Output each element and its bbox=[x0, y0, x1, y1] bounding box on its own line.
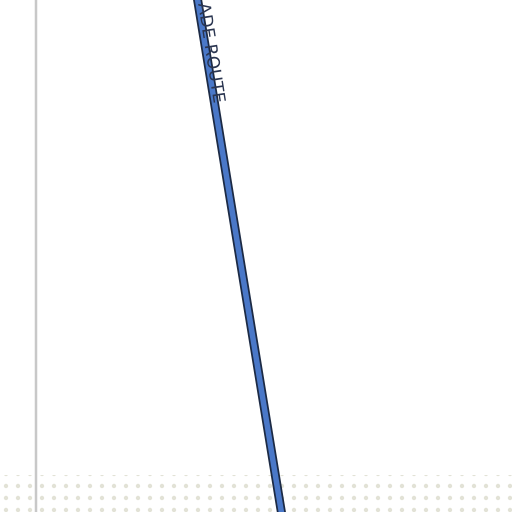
road-line[interactable] bbox=[194, 0, 285, 512]
stippled-area bbox=[0, 475, 512, 512]
road-label: ADE ROUTE bbox=[193, 1, 229, 104]
